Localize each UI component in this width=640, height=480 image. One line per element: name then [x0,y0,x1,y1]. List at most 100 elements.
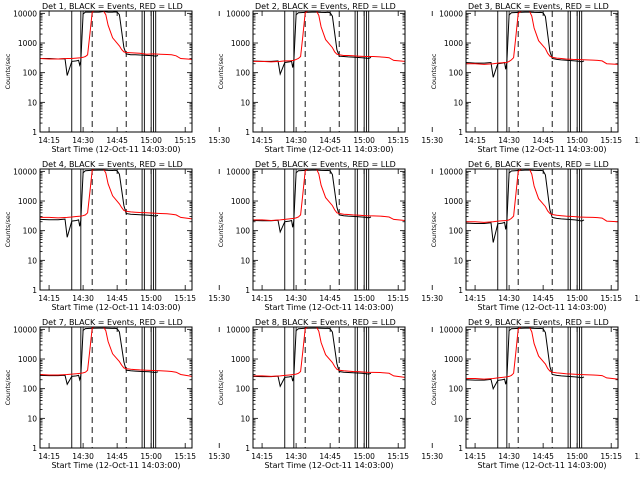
x-tick-label: 15:15 [174,136,196,145]
plot-area [40,169,192,290]
y-tick-label: 10000 [439,325,463,334]
x-tick-label: 15:00 [140,294,162,303]
x-tick-label: 14:45 [106,294,128,303]
plot-frame [39,10,193,133]
plot-frame [39,326,193,449]
detector-panel-7: Det 7, BLACK = Events, RED = LLD Counts/s… [4,318,230,470]
x-tick-label: 15:30 [421,452,443,461]
x-tick-label: 15:30 [421,294,443,303]
x-tick-label: 14:15 [38,452,60,461]
x-tick-label: 15:15 [387,136,409,145]
plot-area [466,327,618,448]
y-axis-label: Counts/sec [430,53,438,89]
y-tick-label: 10000 [226,167,250,176]
x-tick-label: 14:30 [72,136,94,145]
x-axis-label: Start Time (12-Oct-11 14:03:00) [264,303,393,312]
y-tick-label: 1000 [18,197,37,206]
x-tick-label: 14:15 [251,452,273,461]
y-tick-label: 100 [449,385,464,394]
y-tick-label: 1 [32,286,37,295]
plot-area [253,327,405,448]
x-tick-label: 15:15 [600,294,622,303]
y-tick-label: 10000 [439,9,463,18]
y-tick-label: 10 [27,98,37,107]
y-tick-label: 10000 [226,9,250,18]
red-lld-series [40,327,192,377]
panel-title: Det 9, BLACK = Events, RED = LLD [468,318,609,327]
x-tick-label: 14:30 [72,294,94,303]
x-axis-label: Start Time (12-Oct-11 14:03:00) [264,461,393,470]
y-tick-label: 10000 [13,167,37,176]
plot-frame [465,168,619,291]
x-tick-label: 14:30 [285,452,307,461]
x-axis-label: Start Time (12-Oct-11 14:03:00) [477,461,606,470]
plot-frame [465,10,619,133]
plot-frame [252,168,406,291]
x-axis-label: Start Time (12-Oct-11 14:03:00) [264,145,393,154]
x-tick-label: 15:15 [600,452,622,461]
detector-panel-2: Det 2, BLACK = Events, RED = LLD Counts/s… [217,2,443,154]
y-tick-label: 100 [236,227,251,236]
x-tick-label: 14:15 [464,136,486,145]
y-tick-label: 1000 [231,39,250,48]
y-tick-label: 1000 [444,39,463,48]
x-tick-label: 14:45 [532,294,554,303]
x-tick-label: 15:15 [174,294,196,303]
y-tick-label: 1 [32,444,37,453]
y-tick-label: 100 [236,69,251,78]
x-tick-label: 15:30 [421,136,443,145]
plot-frame [39,168,193,291]
plot-area [466,11,618,132]
detector-panel-8: Det 8, BLACK = Events, RED = LLD Counts/s… [217,318,443,470]
red-lld-series [466,11,618,65]
x-tick-label: 15:30 [634,136,640,145]
y-tick-label: 1 [245,128,250,137]
red-lld-series [253,327,405,378]
y-tick-label: 100 [23,385,38,394]
y-axis-label: Counts/sec [217,53,225,89]
x-tick-label: 15:30 [208,452,230,461]
x-tick-label: 15:30 [208,136,230,145]
x-tick-label: 14:15 [251,294,273,303]
red-lld-series [40,11,192,60]
y-axis-label: Counts/sec [430,369,438,405]
x-tick-label: 15:30 [634,452,640,461]
black-events-series [40,169,159,238]
x-axis-label: Start Time (12-Oct-11 14:03:00) [51,303,180,312]
panel-title: Det 1, BLACK = Events, RED = LLD [42,2,183,11]
x-tick-label: 15:15 [600,136,622,145]
y-tick-label: 10 [27,414,37,423]
detector-panel-4: Det 4, BLACK = Events, RED = LLD Counts/s… [4,160,230,312]
y-tick-label: 100 [449,69,464,78]
x-tick-label: 15:00 [566,452,588,461]
y-axis-label: Counts/sec [217,369,225,405]
detector-panel-6: Det 6, BLACK = Events, RED = LLD Counts/s… [430,160,640,312]
x-axis-label: Start Time (12-Oct-11 14:03:00) [477,303,606,312]
detector-panel-3: Det 3, BLACK = Events, RED = LLD Counts/s… [430,2,640,154]
y-tick-label: 10 [27,256,37,265]
x-tick-label: 15:15 [387,452,409,461]
x-tick-label: 14:15 [464,294,486,303]
x-tick-label: 15:30 [208,294,230,303]
y-tick-label: 100 [23,227,38,236]
y-tick-label: 1000 [18,39,37,48]
red-lld-series [253,11,405,63]
y-tick-label: 1 [458,444,463,453]
x-tick-label: 15:00 [353,136,375,145]
x-tick-label: 15:00 [140,452,162,461]
plot-area [40,327,192,448]
x-tick-label: 15:00 [353,452,375,461]
x-tick-label: 14:30 [498,136,520,145]
red-lld-series [466,169,618,223]
x-tick-label: 14:45 [319,136,341,145]
y-tick-label: 1000 [18,355,37,364]
y-tick-label: 1000 [444,355,463,364]
x-tick-label: 15:00 [353,294,375,303]
x-tick-label: 14:15 [38,294,60,303]
y-tick-label: 10 [240,98,250,107]
x-tick-label: 15:15 [174,452,196,461]
plot-area [253,11,405,132]
red-lld-series [466,327,618,380]
